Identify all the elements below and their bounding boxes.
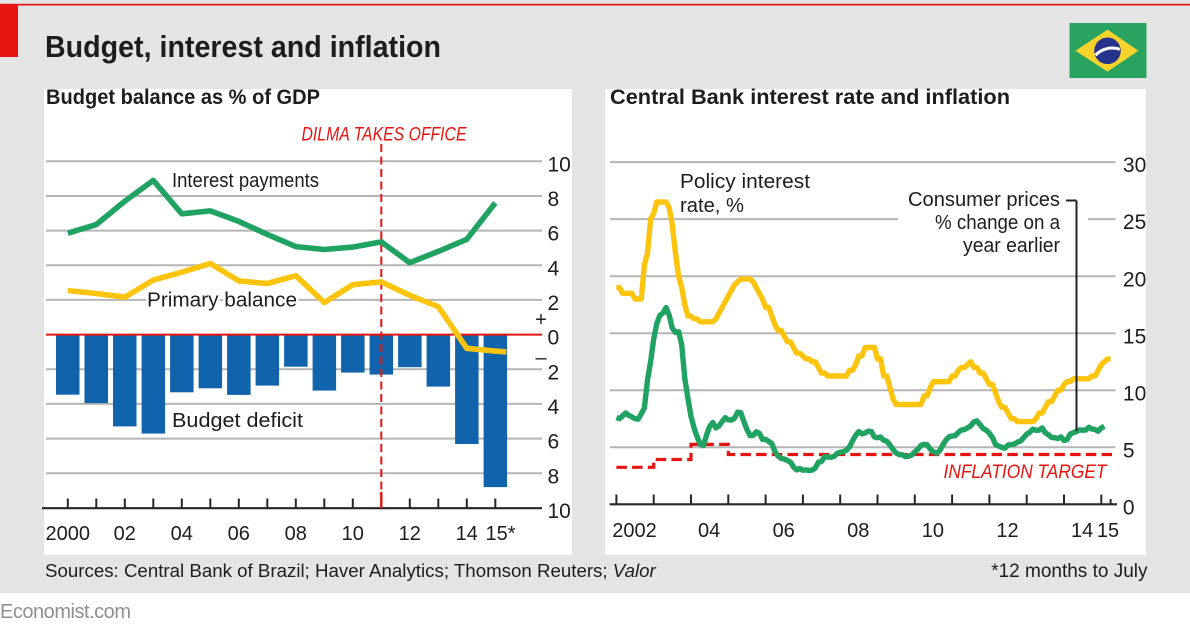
svg-text:6: 6 [548, 223, 560, 246]
svg-text:*12 months to July: *12 months to July [991, 561, 1148, 582]
svg-text:8: 8 [548, 188, 560, 211]
svg-text:INFLATION TARGET: INFLATION TARGET [944, 462, 1108, 483]
svg-text:06: 06 [773, 520, 795, 542]
svg-text:20: 20 [1123, 268, 1146, 291]
svg-text:2: 2 [548, 292, 560, 315]
svg-text:5: 5 [1123, 439, 1135, 462]
svg-text:4: 4 [548, 257, 560, 280]
svg-text:08: 08 [847, 520, 869, 542]
svg-text:30: 30 [1123, 154, 1146, 177]
svg-text:DILMA TAKES OFFICE: DILMA TAKES OFFICE [302, 125, 467, 146]
svg-text:15: 15 [1097, 520, 1119, 542]
svg-text:0: 0 [548, 327, 560, 350]
svg-text:rate, %: rate, % [680, 195, 744, 217]
svg-text:25: 25 [1123, 211, 1146, 234]
svg-text:10: 10 [1123, 382, 1146, 405]
svg-text:Interest payments: Interest payments [172, 170, 319, 192]
svg-text:04: 04 [698, 520, 720, 542]
svg-text:04: 04 [171, 523, 193, 545]
svg-text:2002: 2002 [612, 520, 657, 542]
svg-text:8: 8 [548, 465, 560, 488]
svg-text:4: 4 [548, 396, 560, 419]
svg-text:02: 02 [114, 523, 136, 545]
svg-text:06: 06 [228, 523, 250, 545]
svg-text:15*: 15* [485, 523, 515, 545]
svg-text:10: 10 [922, 520, 944, 542]
svg-text:15: 15 [1123, 325, 1146, 348]
svg-text:2000: 2000 [46, 523, 91, 545]
svg-text:14: 14 [1071, 520, 1093, 542]
svg-text:+: + [535, 309, 547, 331]
svg-text:% change on a: % change on a [935, 212, 1061, 234]
svg-text:Budget deficit: Budget deficit [172, 410, 303, 432]
svg-text:Budget, interest and inflation: Budget, interest and inflation [45, 29, 441, 64]
svg-text:Sources: Central Bank of Brazi: Sources: Central Bank of Brazil; Haver A… [45, 560, 657, 581]
svg-text:6: 6 [548, 431, 560, 454]
svg-text:Budget balance as % of GDP: Budget balance as % of GDP [46, 86, 320, 109]
svg-text:10: 10 [548, 153, 571, 176]
svg-text:10: 10 [548, 500, 571, 523]
svg-text:Primary balance: Primary balance [147, 290, 297, 312]
svg-text:10: 10 [342, 523, 364, 545]
svg-text:Central Bank interest rate and: Central Bank interest rate and inflation [610, 86, 1010, 109]
svg-text:0: 0 [1123, 496, 1135, 519]
svg-text:Policy interest: Policy interest [680, 171, 810, 193]
svg-text:Economist.com: Economist.com [0, 601, 131, 623]
svg-text:2: 2 [548, 361, 560, 384]
svg-text:12: 12 [399, 523, 421, 545]
svg-text:14: 14 [456, 523, 478, 545]
svg-text:year earlier: year earlier [963, 235, 1060, 257]
svg-text:08: 08 [285, 523, 307, 545]
svg-text:–: – [535, 347, 547, 369]
svg-text:Consumer prices: Consumer prices [908, 189, 1060, 211]
svg-text:12: 12 [996, 520, 1018, 542]
